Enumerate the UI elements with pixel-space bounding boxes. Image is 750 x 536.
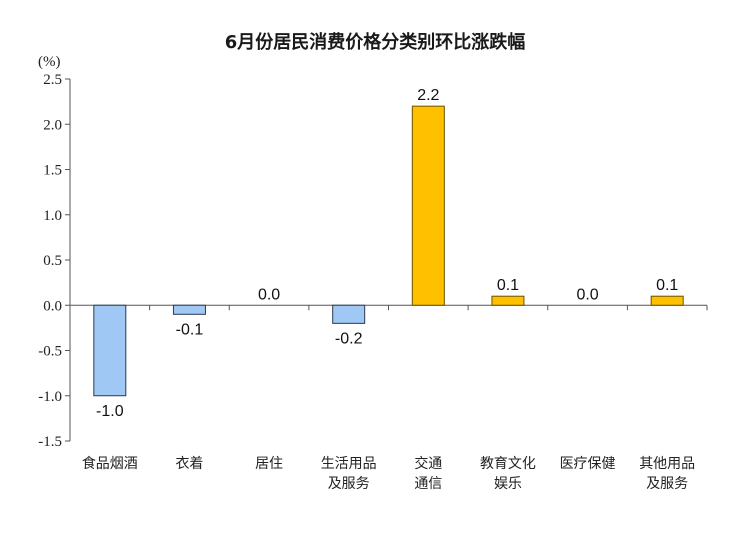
data-label: 2.2 bbox=[417, 87, 439, 104]
chart-title: 6月份居民消费价格分类别环比涨跌幅 bbox=[224, 32, 526, 53]
bar bbox=[411, 105, 445, 306]
y-tick-label: 2.5 bbox=[43, 72, 62, 88]
data-label: 0.1 bbox=[497, 277, 519, 294]
x-tick-label: 食品烟酒 bbox=[82, 455, 138, 472]
y-tick-label: 0.0 bbox=[43, 298, 62, 314]
data-label: -1.0 bbox=[96, 403, 124, 420]
bar bbox=[172, 304, 206, 315]
y-tick-label: 2.0 bbox=[43, 117, 62, 133]
y-tick-label: -1.5 bbox=[38, 434, 62, 450]
data-label: -0.1 bbox=[176, 321, 204, 338]
bars bbox=[93, 105, 684, 397]
bar bbox=[332, 304, 366, 324]
bar bbox=[650, 295, 684, 306]
x-tick-label: 医疗保健 bbox=[560, 456, 616, 472]
axes bbox=[69, 79, 708, 441]
bar bbox=[491, 295, 525, 306]
x-tick-label: 居住 bbox=[255, 456, 283, 472]
data-label: -0.2 bbox=[335, 330, 363, 347]
y-tick-label: -1.0 bbox=[38, 389, 62, 405]
y-axis-ticks: 2.5 2.0 1.5 1.0 0.5 0.0 -0.5 -1.0 -1.5 bbox=[38, 72, 70, 450]
y-tick-label: 1.5 bbox=[43, 163, 62, 179]
x-tick-label: 衣着 bbox=[175, 456, 203, 472]
data-label: 0.0 bbox=[576, 286, 598, 303]
y-axis-unit-label: (%) bbox=[38, 54, 61, 70]
x-tick-label: 教育文化娱乐 bbox=[480, 456, 536, 492]
y-tick-label: -0.5 bbox=[38, 344, 62, 360]
value-labels: -1.0 -0.1 0.0 -0.2 2.2 0.1 0.0 0.1 bbox=[96, 87, 678, 420]
data-label: 0.1 bbox=[656, 277, 678, 294]
y-tick-label: 1.0 bbox=[43, 208, 62, 224]
x-tick-label: 其他用品及服务 bbox=[639, 456, 695, 492]
bar bbox=[93, 304, 127, 397]
x-tick-label: 生活用品及服务 bbox=[321, 456, 377, 492]
category-labels: 食品烟酒 衣着 居住 生活用品及服务 交通通信 教育文化娱乐 医疗保健 其他用品及服务 bbox=[82, 455, 695, 492]
y-tick-label: 0.5 bbox=[43, 253, 62, 269]
x-tick-label: 交通通信 bbox=[414, 455, 442, 492]
data-label: 0.0 bbox=[258, 286, 280, 303]
